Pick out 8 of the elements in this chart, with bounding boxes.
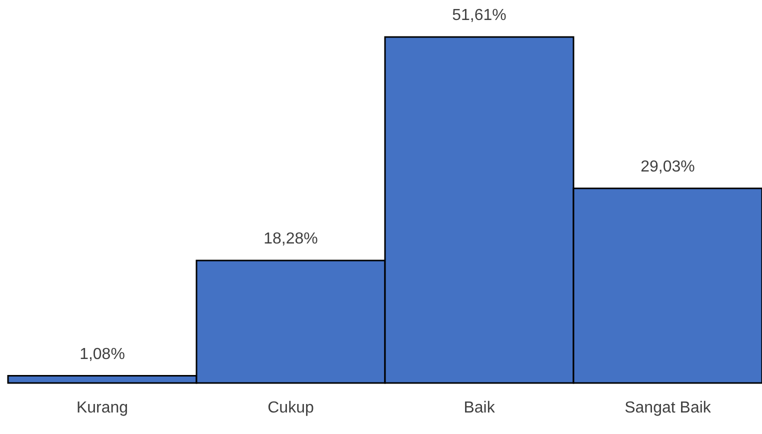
data-label: 18,28% — [264, 230, 318, 248]
x-tick-label: Kurang — [76, 400, 128, 416]
x-tick-label: Sangat Baik — [624, 400, 712, 416]
x-tick-label: Baik — [464, 400, 496, 416]
data-label: 1,08% — [80, 346, 125, 363]
x-tick-label: Cukup — [268, 400, 314, 416]
data-label: 51,61% — [452, 7, 506, 24]
data-label: 29,03% — [640, 158, 695, 176]
